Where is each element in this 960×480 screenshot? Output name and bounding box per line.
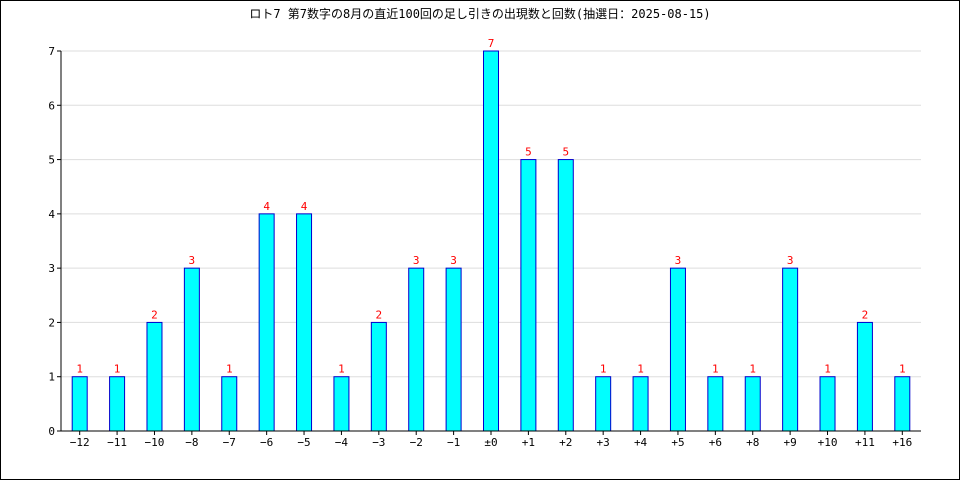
bar [782, 267, 799, 432]
data-label: 3 [189, 254, 196, 267]
x-tick-label: −8 [185, 436, 198, 449]
data-label: 2 [376, 308, 383, 321]
bar [520, 159, 537, 432]
x-tick-label: +11 [855, 436, 875, 449]
y-tick-label: 3 [48, 262, 55, 275]
bar [483, 50, 499, 432]
y-tick-label: 7 [48, 45, 55, 58]
bar [221, 376, 238, 432]
bar [669, 267, 686, 432]
x-tick-label: +6 [709, 436, 722, 449]
x-tick-label: +4 [634, 436, 648, 449]
y-tick-label: 5 [48, 154, 55, 167]
bar [445, 267, 462, 432]
x-tick-label: −1 [447, 436, 460, 449]
bar [856, 321, 873, 432]
bar [595, 376, 612, 432]
axes [57, 50, 921, 435]
data-label: 3 [450, 254, 457, 267]
data-label: 2 [862, 308, 869, 321]
y-tick-label: 2 [48, 316, 55, 329]
x-tick-label: −10 [145, 436, 165, 449]
y-tick-label: 4 [48, 208, 55, 221]
x-tick-label: +5 [671, 436, 684, 449]
x-tick-label: −6 [260, 436, 273, 449]
data-label: 1 [824, 363, 831, 376]
data-label: 1 [637, 363, 644, 376]
x-tick-label: −7 [223, 436, 236, 449]
x-tick-label: +8 [746, 436, 759, 449]
bar [632, 376, 649, 432]
bar [71, 376, 88, 432]
bar [109, 376, 126, 432]
data-label: 5 [562, 146, 569, 159]
bar [819, 376, 836, 432]
x-tick-label: +2 [559, 436, 572, 449]
data-label: 3 [787, 254, 794, 267]
data-label: 7 [488, 37, 495, 50]
data-label: 4 [263, 200, 270, 213]
bar [258, 213, 275, 432]
bar [894, 376, 911, 432]
data-label: 1 [226, 363, 233, 376]
data-label: 1 [114, 363, 121, 376]
y-tick-label: 6 [48, 99, 55, 112]
y-tick-label: 0 [48, 425, 55, 438]
x-tick-label: −11 [107, 436, 127, 449]
labels: 012345671−121−112−103−81−74−64−51−42−33−… [48, 37, 912, 449]
x-tick-label: −12 [70, 436, 90, 449]
data-label: 5 [525, 146, 532, 159]
y-tick-label: 1 [48, 371, 55, 384]
chart-title: ロト7 第7数字の8月の直近100回の足し引きの出現数と回数(抽選日：2025-… [249, 7, 711, 21]
data-label: 3 [675, 254, 682, 267]
bar [370, 321, 387, 432]
bar [408, 267, 425, 432]
x-tick-label: −4 [335, 436, 349, 449]
x-tick-label: +1 [522, 436, 535, 449]
data-label: 2 [151, 308, 158, 321]
x-tick-label: −5 [297, 436, 310, 449]
data-label: 1 [712, 363, 719, 376]
x-tick-label: +10 [818, 436, 838, 449]
x-tick-label: +9 [784, 436, 797, 449]
x-tick-label: −3 [372, 436, 385, 449]
data-label: 1 [749, 363, 756, 376]
bar [557, 159, 574, 432]
x-tick-label: +16 [892, 436, 912, 449]
x-tick-label: ±0 [484, 436, 497, 449]
x-tick-label: +3 [597, 436, 610, 449]
bar [333, 376, 350, 432]
data-label: 4 [301, 200, 308, 213]
data-label: 1 [899, 363, 906, 376]
bar [183, 267, 200, 432]
bars [71, 50, 911, 432]
data-label: 1 [600, 363, 607, 376]
bar [296, 213, 313, 432]
bar [707, 376, 724, 432]
x-tick-label: −2 [410, 436, 423, 449]
bar [744, 376, 761, 432]
data-label: 1 [338, 363, 345, 376]
bar [146, 321, 163, 432]
data-label: 1 [76, 363, 83, 376]
data-label: 3 [413, 254, 420, 267]
